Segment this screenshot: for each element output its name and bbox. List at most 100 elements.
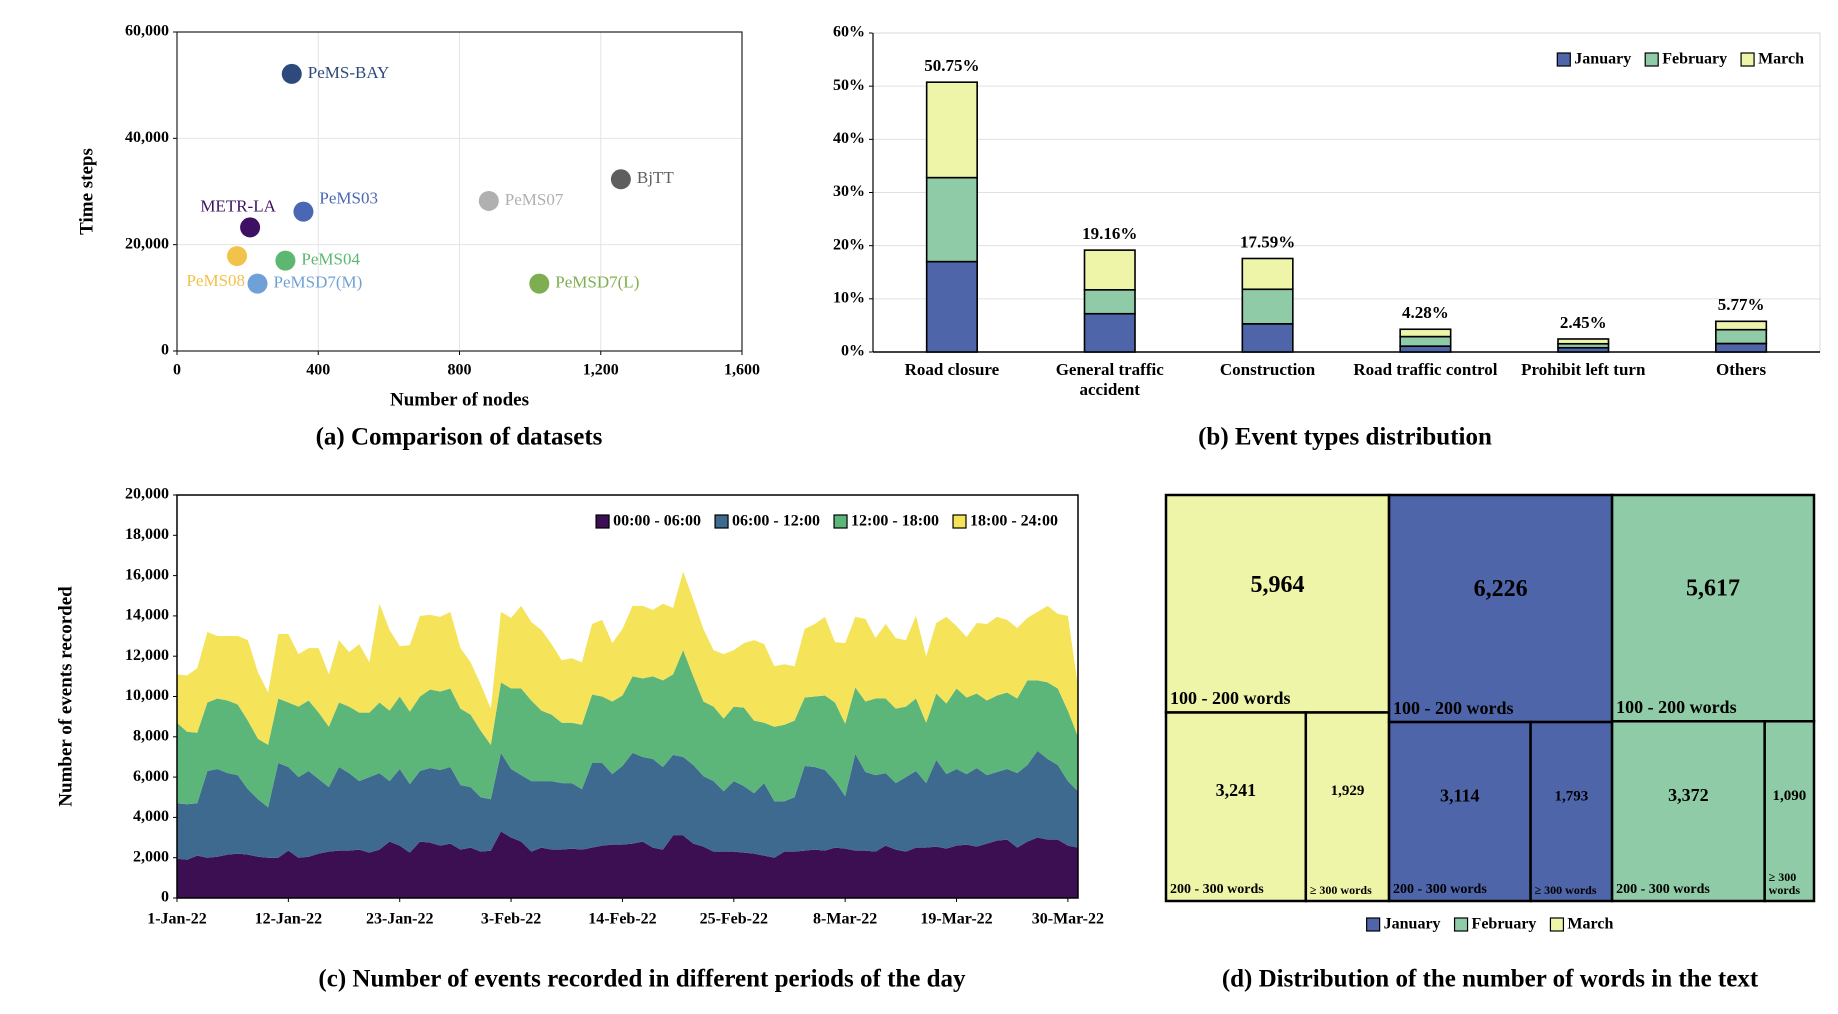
bar-segment	[1083, 312, 1136, 353]
area	[177, 831, 1078, 898]
y-tick-label: 50%	[833, 77, 865, 94]
treemap-cell	[1164, 493, 1391, 714]
y-tick-label: 16,000	[125, 566, 169, 583]
legend-label: January	[1384, 916, 1441, 933]
cell-category-label: ≥ 300 words	[1534, 883, 1597, 897]
x-tick-label-box: Road closure	[904, 360, 1000, 379]
bar-segment	[1241, 288, 1294, 325]
point-label: PeMS03	[319, 189, 378, 208]
legend-swatch	[1549, 917, 1565, 932]
y-axis-label: Number of events recorded	[55, 586, 76, 807]
treemap-cell	[1763, 720, 1816, 903]
y-tick-label: 18,000	[125, 526, 169, 543]
bar-segment	[1399, 335, 1452, 347]
total-label: 4.28%	[1402, 303, 1449, 322]
treemap-cell	[1387, 493, 1614, 724]
cell-category-label: 100 - 200 words	[1170, 688, 1291, 709]
cell-category-label-box: 200 - 300 words	[1616, 882, 1710, 897]
treemap-cell	[1304, 711, 1391, 903]
x-tick-label: Road traffic control	[1353, 360, 1498, 379]
cell-category-label: 200 - 300 words	[1393, 882, 1487, 897]
point-label: PeMS08	[186, 271, 245, 290]
x-tick-label: 12-Jan-22	[255, 911, 323, 928]
x-tick-label-box: Others	[1716, 360, 1767, 379]
x-tick-label: 25-Feb-22	[700, 911, 768, 928]
cell-category-label-box: 200 - 300 words	[1393, 882, 1487, 897]
x-tick-label: 30-Mar-22	[1032, 911, 1104, 928]
legend-swatch	[1366, 917, 1381, 932]
legend-label: 12:00 - 18:00	[851, 513, 939, 530]
chart-title: (d) Distribution of the number of words …	[1222, 966, 1759, 993]
y-tick-label: 10,000	[125, 687, 169, 704]
x-tick-label-box: Road traffic control	[1353, 360, 1498, 379]
cell-category-label-box: 100 - 200 words	[1393, 698, 1514, 719]
cell-category-label: 200 - 300 words	[1170, 882, 1264, 897]
point	[247, 273, 268, 294]
legend-label: March	[1567, 916, 1613, 933]
cell-category-label-box: 100 - 200 words	[1170, 688, 1291, 709]
total-label: 5.77%	[1718, 295, 1765, 314]
y-tick-label: 0	[161, 889, 169, 906]
y-tick-label: 4,000	[133, 808, 169, 825]
cell-category-label: 100 - 200 words	[1393, 698, 1514, 719]
legend: 00:00 - 06:00 06:00 - 12:00 12:00 - 18:00 1…	[595, 513, 1058, 530]
plot-frame	[176, 494, 1079, 899]
cell-value-label: 1,929	[1331, 783, 1365, 799]
legend-swatch	[1644, 52, 1659, 67]
y-tick-label: 6,000	[133, 768, 169, 785]
point-label: PeMS04	[301, 250, 360, 269]
y-tick-label: 60,000	[125, 23, 169, 40]
x-tick-label-box: General traffic accident	[1056, 360, 1164, 399]
x-tick-label: 3-Feb-22	[481, 911, 541, 928]
bar-segment	[925, 176, 978, 263]
cell-value-label: 3,114	[1440, 785, 1480, 805]
legend-swatch	[714, 514, 729, 529]
legend-swatch	[952, 514, 967, 529]
cell-category-label: ≥ 300 words	[1768, 870, 1801, 897]
x-tick-label: 1,200	[583, 362, 619, 379]
bar-segment	[1715, 320, 1768, 331]
cell-value-label: 1,090	[1772, 788, 1806, 804]
point	[281, 63, 302, 84]
y-tick-label: 40%	[833, 130, 865, 147]
x-tick-label-box: Prohibit left turn	[1521, 360, 1646, 379]
legend-label: 00:00 - 06:00	[613, 513, 701, 530]
point-label: PeMSD7(M)	[274, 273, 363, 292]
legend-swatch	[1740, 52, 1755, 67]
chart-title: (b) Event types distribution	[1198, 424, 1492, 451]
x-tick-label: 19-Mar-22	[920, 911, 992, 928]
cell-category-label: ≥ 300 words	[1309, 883, 1372, 897]
x-tick-label: Road closure	[904, 360, 1000, 379]
cell-value-label: 3,372	[1668, 785, 1709, 805]
cell-value-label: 5,964	[1251, 572, 1305, 598]
legend-label: 18:00 - 24:00	[970, 513, 1058, 530]
point	[275, 250, 296, 271]
bar-segment	[1399, 328, 1452, 338]
x-tick-label: 0	[173, 362, 181, 379]
point-label: PeMS-BAY	[308, 63, 390, 82]
point-label: METR-LA	[200, 196, 276, 215]
cell-value-label: 6,226	[1474, 576, 1528, 602]
y-tick-label: 8,000	[133, 727, 169, 744]
cell-category-label-box: 100 - 200 words	[1616, 698, 1737, 717]
y-tick-label: 14,000	[125, 607, 169, 624]
legend: January February March	[1556, 51, 1804, 68]
cell-category-label-box: ≥ 300 words	[1768, 870, 1801, 897]
total-label: 17.59%	[1240, 232, 1295, 251]
cell-category-label-box: ≥ 300 words	[1534, 883, 1597, 897]
bar-segment	[925, 81, 978, 179]
bar-segment	[1083, 249, 1136, 291]
legend-label: February	[1472, 916, 1537, 933]
area	[177, 750, 1078, 860]
point	[529, 273, 550, 294]
legend-label: January	[1574, 51, 1631, 68]
bar-segment	[1399, 345, 1452, 353]
point-label: PeMSD7(L)	[555, 273, 639, 292]
y-tick-label: 20,000	[125, 235, 169, 252]
treemap-cell	[1387, 720, 1532, 903]
x-tick-label: Prohibit left turn	[1521, 360, 1646, 379]
total-label: 19.16%	[1082, 224, 1137, 243]
x-tick-label: Others	[1716, 360, 1767, 379]
point	[478, 190, 499, 211]
